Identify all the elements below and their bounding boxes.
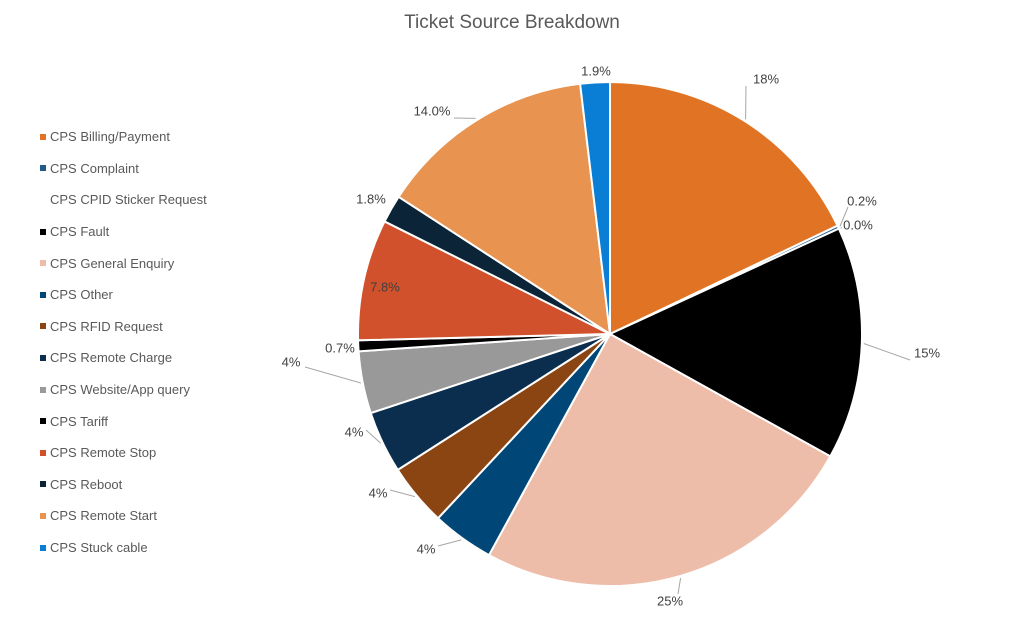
legend-label: CPS Stuck cable xyxy=(50,540,148,556)
legend-item: CPS Website/App query xyxy=(40,374,207,406)
legend-label: CPS Website/App query xyxy=(50,382,190,398)
legend-swatch xyxy=(40,354,46,361)
legend-label: CPS General Enquiry xyxy=(50,255,175,271)
pie-slice xyxy=(357,220,611,342)
legend-item: CPS Remote Charge xyxy=(40,342,207,374)
legend-item: CPS Complaint xyxy=(40,153,207,185)
data-label: 4% xyxy=(417,541,436,556)
legend-label: CPS Complaint xyxy=(50,160,139,176)
legend-label: CPS Fault xyxy=(50,224,110,240)
pie-slice xyxy=(609,80,839,336)
pie-slice xyxy=(607,227,863,458)
legend-swatch xyxy=(40,544,46,551)
legend-swatch xyxy=(40,512,46,519)
legend-item: CPS General Enquiry xyxy=(40,247,207,279)
legend-item: CPS Stuck cable xyxy=(40,532,207,564)
legend-label: CPS CPID Sticker Request xyxy=(50,192,207,208)
legend-label: CPS Remote Start xyxy=(50,508,157,524)
legend-swatch xyxy=(40,386,46,393)
leader-line xyxy=(437,539,462,547)
legend-swatch xyxy=(40,133,46,140)
data-label: 4% xyxy=(369,485,388,500)
data-label: 1.8% xyxy=(356,191,386,206)
legend-item: CPS RFID Request xyxy=(40,311,207,343)
chart-title: Ticket Source Breakdown xyxy=(404,12,620,33)
legend-item: CPS Remote Stop xyxy=(40,437,207,469)
legend-item: CPS Billing/Payment xyxy=(40,121,207,153)
data-label: 15% xyxy=(914,345,940,360)
data-label: 4% xyxy=(282,354,301,369)
data-label: 25% xyxy=(657,593,683,608)
legend-label: CPS Remote Stop xyxy=(50,445,157,461)
legend-swatch xyxy=(40,165,46,172)
legend-item: CPS Reboot xyxy=(40,469,207,501)
legend-swatch xyxy=(40,418,46,425)
legend-item: CPS Tariff xyxy=(40,405,207,437)
legend-item: CPS Other xyxy=(40,279,207,311)
leader-line xyxy=(389,489,416,498)
data-label: 18% xyxy=(753,71,779,86)
legend-label: CPS Other xyxy=(50,287,113,303)
pie-slice xyxy=(397,82,612,337)
legend-label: CPS Reboot xyxy=(50,476,123,492)
leader-line xyxy=(304,366,361,384)
legend-item: CPS CPID Sticker Request xyxy=(40,184,207,216)
data-label: 4% xyxy=(345,424,364,439)
legend-swatch xyxy=(40,323,46,330)
leader-line xyxy=(839,206,849,227)
legend-item: CPS Fault xyxy=(40,216,207,248)
data-label: 0.2% xyxy=(847,193,877,208)
legend-item: CPS Remote Start xyxy=(40,500,207,532)
pie-slice xyxy=(487,332,832,587)
leader-line xyxy=(677,577,682,595)
legend-label: CPS Tariff xyxy=(50,413,109,429)
legend-swatch xyxy=(40,260,46,267)
legend-label: CPS RFID Request xyxy=(50,318,163,334)
pie-slice xyxy=(578,80,611,335)
legend-swatch xyxy=(40,196,46,203)
leader-line xyxy=(863,343,911,361)
legend-swatch xyxy=(40,481,46,488)
data-label: 0.7% xyxy=(325,340,355,355)
data-label: 7.8% xyxy=(370,279,400,294)
legend-swatch xyxy=(40,291,46,298)
data-label: 0.0% xyxy=(843,217,873,232)
legend-label: CPS Remote Charge xyxy=(50,350,173,366)
data-label: 14.0% xyxy=(414,103,451,118)
legend-swatch xyxy=(40,228,46,235)
legend: CPS Billing/Payment CPS Complaint CPS CPID… xyxy=(40,121,207,563)
leader-line xyxy=(365,429,382,444)
data-label: 1.9% xyxy=(581,63,611,78)
legend-swatch xyxy=(40,449,46,456)
legend-label: CPS Billing/Payment xyxy=(50,129,170,145)
